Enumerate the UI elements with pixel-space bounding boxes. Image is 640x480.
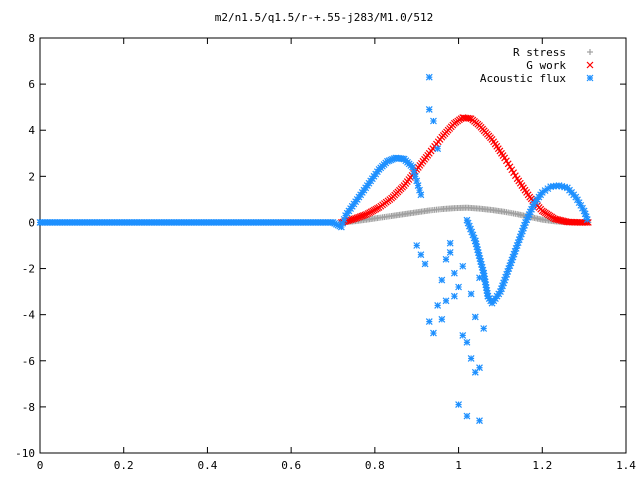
data-point	[583, 216, 591, 223]
series-acoustic-flux	[36, 73, 591, 425]
data-point	[417, 251, 425, 259]
x-tick-label: 0.4	[197, 459, 217, 472]
y-tick-label: -4	[22, 309, 36, 322]
y-tick-label: -2	[22, 263, 35, 276]
data-point	[438, 276, 446, 284]
legend-label: R stress	[513, 46, 566, 59]
data-point	[480, 325, 488, 332]
plot-frame	[39, 37, 627, 454]
x-tick-label: 0.8	[365, 459, 385, 472]
data-point	[463, 338, 471, 346]
data-point	[425, 73, 433, 81]
data-point	[417, 191, 425, 199]
data-point	[466, 115, 473, 122]
x-tick-label: 0.2	[114, 459, 134, 472]
data-point	[480, 269, 488, 277]
data-point	[463, 412, 471, 420]
x-tick-label: 1	[455, 459, 462, 472]
data-point	[476, 364, 483, 372]
data-point	[455, 401, 462, 409]
data-point	[411, 172, 419, 180]
data-point	[410, 168, 418, 176]
data-point	[421, 260, 429, 268]
y-tick-label: -6	[22, 355, 35, 368]
data-point	[455, 283, 462, 291]
data-point	[442, 297, 450, 305]
y-tick-label: 8	[28, 32, 35, 45]
x-tick-label: 0	[37, 459, 44, 472]
data-point	[467, 355, 475, 362]
x-tick-label: 1.4	[616, 459, 636, 472]
y-tick-label: -10	[15, 447, 35, 460]
y-tick-label: 4	[28, 124, 35, 137]
data-point	[459, 262, 467, 270]
x-tick-label: 1.2	[532, 459, 552, 472]
legend-marker	[586, 74, 594, 82]
legend-marker	[587, 49, 593, 55]
data-point	[450, 269, 458, 277]
data-point	[434, 302, 442, 309]
data-point	[416, 186, 423, 194]
legend-label: G work	[526, 59, 566, 72]
legend-label: Acoustic flux	[480, 72, 566, 85]
data-point	[413, 242, 421, 249]
data-point	[425, 106, 433, 113]
y-tick-label: 2	[28, 170, 35, 183]
data-point	[446, 239, 454, 247]
data-point	[471, 237, 479, 245]
data-point	[476, 274, 483, 282]
y-tick-label: 6	[28, 78, 35, 91]
data-point	[434, 145, 442, 153]
y-tick-label: 0	[28, 216, 35, 229]
axes: 0 0.2 0.4 0.6 0.8 1 1.2 1.4 -10 -8 -6 -4 -2 0 2 4 6 8	[15, 32, 636, 472]
y-tick-label: -8	[22, 401, 35, 414]
data-point	[446, 248, 454, 256]
data-point	[467, 290, 475, 298]
data-point	[450, 292, 458, 300]
data-point	[442, 255, 450, 263]
data-point	[572, 193, 580, 201]
data-point	[476, 417, 483, 425]
data-point	[430, 329, 437, 337]
data-point	[409, 163, 416, 171]
data-point	[484, 292, 492, 300]
data-point	[414, 182, 422, 189]
data-point	[438, 315, 446, 323]
data-point	[425, 318, 433, 326]
legend-marker	[586, 61, 594, 69]
x-tick-label: 0.6	[281, 459, 301, 472]
data-point	[413, 177, 421, 185]
data-point	[459, 331, 467, 339]
data-point	[471, 313, 479, 321]
chart-title: m2/n1.5/q1.5/r-+.55-j283/M1.0/512	[215, 11, 434, 24]
series-layer	[36, 73, 592, 425]
data-point	[430, 117, 437, 125]
